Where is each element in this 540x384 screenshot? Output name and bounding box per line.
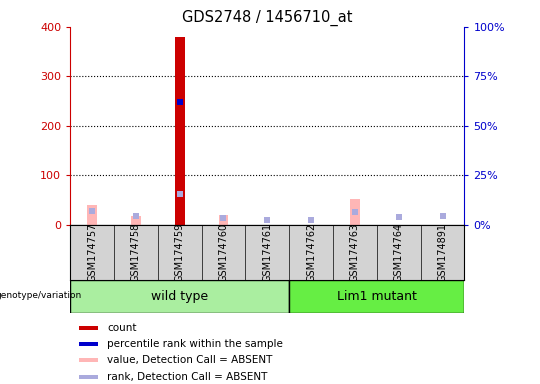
Text: GSM174763: GSM174763 xyxy=(350,223,360,282)
Text: GSM174759: GSM174759 xyxy=(175,223,185,282)
Text: GSM174757: GSM174757 xyxy=(87,223,97,282)
Text: GSM174758: GSM174758 xyxy=(131,223,141,282)
Bar xyxy=(289,280,464,313)
Text: GSM174760: GSM174760 xyxy=(219,223,228,282)
Bar xyxy=(87,205,97,225)
Bar xyxy=(175,37,185,225)
Text: wild type: wild type xyxy=(151,290,208,303)
Text: GSM174764: GSM174764 xyxy=(394,223,404,282)
Text: value, Detection Call = ABSENT: value, Detection Call = ABSENT xyxy=(107,355,272,365)
Bar xyxy=(79,375,98,379)
Text: GSM174891: GSM174891 xyxy=(437,223,448,282)
Bar xyxy=(350,199,360,225)
Title: GDS2748 / 1456710_at: GDS2748 / 1456710_at xyxy=(182,9,353,25)
Bar xyxy=(79,326,98,330)
Bar xyxy=(79,358,98,362)
Text: GSM174762: GSM174762 xyxy=(306,223,316,282)
Bar xyxy=(219,215,228,225)
Text: Lim1 mutant: Lim1 mutant xyxy=(337,290,417,303)
Text: count: count xyxy=(107,323,137,333)
Text: genotype/variation: genotype/variation xyxy=(0,291,82,300)
Text: percentile rank within the sample: percentile rank within the sample xyxy=(107,339,283,349)
Bar xyxy=(131,216,141,225)
Text: GSM174761: GSM174761 xyxy=(262,223,272,282)
Bar xyxy=(70,280,289,313)
Text: rank, Detection Call = ABSENT: rank, Detection Call = ABSENT xyxy=(107,372,267,382)
Bar xyxy=(79,342,98,346)
